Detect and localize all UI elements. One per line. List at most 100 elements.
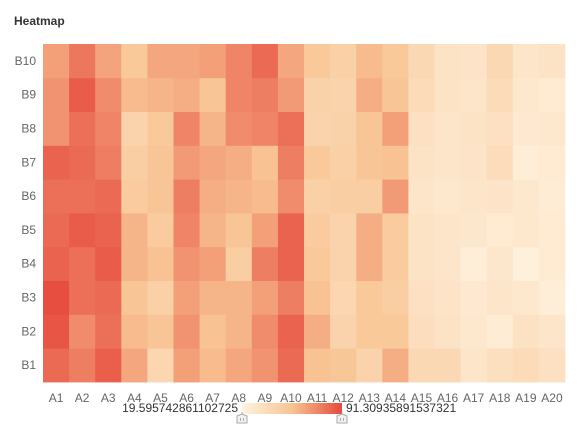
heatmap-cell-A8-B9[interactable] [225, 77, 253, 112]
heatmap-cell-A18-B1[interactable] [486, 348, 514, 383]
heatmap-cell-A17-B7[interactable] [460, 145, 488, 180]
heatmap-cell-A15-B6[interactable] [408, 179, 435, 214]
heatmap-cell-A10-B4[interactable] [277, 246, 305, 281]
heatmap-cell-A9-B2[interactable] [251, 314, 279, 349]
heatmap-cell-A8-B3[interactable] [225, 280, 253, 315]
heatmap-cell-A7-B7[interactable] [199, 145, 227, 180]
heatmap-cell-A20-B4[interactable] [538, 246, 566, 281]
heatmap-cell-A8-B8[interactable] [225, 111, 253, 146]
heatmap-cell-A16-B6[interactable] [434, 179, 462, 214]
heatmap-cell-A7-B5[interactable] [199, 213, 227, 248]
heatmap-cell-A9-B10[interactable] [251, 44, 279, 79]
heatmap-cell-A6-B2[interactable] [173, 314, 201, 349]
heatmap-cell-A16-B8[interactable] [434, 111, 462, 146]
heatmap-cell-A17-B1[interactable] [460, 348, 488, 383]
heatmap-cell-A15-B8[interactable] [408, 111, 435, 146]
heatmap-cell-A17-B5[interactable] [460, 213, 488, 248]
heatmap-cell-A4-B6[interactable] [121, 179, 148, 214]
heatmap-cell-A4-B2[interactable] [121, 314, 148, 349]
heatmap-cell-A8-B10[interactable] [225, 44, 253, 79]
heatmap-cell-A10-B3[interactable] [277, 280, 305, 315]
heatmap-cell-A19-B1[interactable] [512, 348, 540, 383]
heatmap-cell-A3-B4[interactable] [95, 246, 122, 281]
heatmap-cell-A13-B9[interactable] [356, 77, 383, 112]
heatmap-cell-A19-B10[interactable] [512, 44, 540, 79]
heatmap-cell-A7-B6[interactable] [199, 179, 227, 214]
heatmap-cell-A3-B10[interactable] [95, 44, 122, 79]
heatmap-cell-A20-B6[interactable] [538, 179, 566, 214]
heatmap-cell-A4-B9[interactable] [121, 77, 148, 112]
heatmap-cell-A9-B9[interactable] [251, 77, 279, 112]
heatmap-cell-A9-B7[interactable] [251, 145, 279, 180]
heatmap-cell-A8-B7[interactable] [225, 145, 253, 180]
heatmap-cell-A3-B8[interactable] [95, 111, 122, 146]
visual-map-max-handle[interactable] [336, 412, 348, 424]
heatmap-cell-A6-B1[interactable] [173, 348, 201, 383]
heatmap-cell-A18-B4[interactable] [486, 246, 514, 281]
heatmap-cell-A4-B7[interactable] [121, 145, 148, 180]
heatmap-cell-A19-B4[interactable] [512, 246, 540, 281]
heatmap-cell-A12-B3[interactable] [330, 280, 357, 315]
heatmap-cell-A6-B7[interactable] [173, 145, 201, 180]
heatmap-cell-A13-B1[interactable] [356, 348, 383, 383]
heatmap-cell-A14-B1[interactable] [382, 348, 409, 383]
visual-map[interactable]: 19.595742861102725 91.30935891537321 [122, 401, 456, 424]
heatmap-cell-A13-B2[interactable] [356, 314, 383, 349]
heatmap-cell-A3-B9[interactable] [95, 77, 122, 112]
heatmap-cell-A18-B2[interactable] [486, 314, 514, 349]
heatmap-cell-A17-B8[interactable] [460, 111, 488, 146]
heatmap-cell-A14-B6[interactable] [382, 179, 409, 214]
heatmap-cell-A12-B8[interactable] [330, 111, 357, 146]
heatmap-cell-A12-B5[interactable] [330, 213, 357, 248]
heatmap-cell-A20-B9[interactable] [538, 77, 566, 112]
heatmap-cell-A5-B1[interactable] [147, 348, 174, 383]
heatmap-cell-A14-B3[interactable] [382, 280, 409, 315]
heatmap-cell-A11-B8[interactable] [304, 111, 331, 146]
heatmap-cell-A7-B1[interactable] [199, 348, 227, 383]
heatmap-cell-A11-B2[interactable] [304, 314, 331, 349]
heatmap-cell-A19-B7[interactable] [512, 145, 540, 180]
heatmap-cell-A2-B2[interactable] [69, 314, 96, 349]
heatmap-cell-A1-B5[interactable] [43, 213, 70, 248]
heatmap-cell-A18-B3[interactable] [486, 280, 514, 315]
heatmap-cell-A6-B9[interactable] [173, 77, 201, 112]
heatmap-cell-A16-B1[interactable] [434, 348, 462, 383]
heatmap-cell-A9-B1[interactable] [251, 348, 279, 383]
heatmap-cell-A1-B1[interactable] [43, 348, 70, 383]
heatmap-cell-A5-B2[interactable] [147, 314, 174, 349]
heatmap-cell-A1-B8[interactable] [43, 111, 70, 146]
heatmap-cell-A12-B9[interactable] [330, 77, 357, 112]
heatmap-cell-A20-B10[interactable] [538, 44, 566, 79]
heatmap-cell-A14-B4[interactable] [382, 246, 409, 281]
heatmap-cell-A2-B8[interactable] [69, 111, 96, 146]
heatmap-cell-A17-B4[interactable] [460, 246, 488, 281]
heatmap-cell-A5-B6[interactable] [147, 179, 174, 214]
heatmap-cell-A6-B5[interactable] [173, 213, 201, 248]
heatmap-cell-A4-B10[interactable] [121, 44, 148, 79]
heatmap-cell-A20-B1[interactable] [538, 348, 566, 383]
heatmap-cell-A8-B6[interactable] [225, 179, 253, 214]
heatmap-cell-A18-B8[interactable] [486, 111, 514, 146]
heatmap-cell-A12-B10[interactable] [330, 44, 357, 79]
heatmap-cell-A15-B9[interactable] [408, 77, 435, 112]
heatmap-cell-A20-B8[interactable] [538, 111, 566, 146]
heatmap-cell-A19-B3[interactable] [512, 280, 540, 315]
heatmap-cell-A9-B5[interactable] [251, 213, 279, 248]
heatmap-cell-A7-B9[interactable] [199, 77, 227, 112]
heatmap-cell-A12-B2[interactable] [330, 314, 357, 349]
heatmap-cell-A5-B5[interactable] [147, 213, 174, 248]
heatmap-cell-A4-B5[interactable] [121, 213, 148, 248]
heatmap-cell-A8-B2[interactable] [225, 314, 253, 349]
heatmap-cell-A13-B3[interactable] [356, 280, 383, 315]
heatmap-cell-A12-B1[interactable] [330, 348, 357, 383]
heatmap-cell-A14-B9[interactable] [382, 77, 409, 112]
heatmap-cell-A12-B7[interactable] [330, 145, 357, 180]
heatmap-cell-A18-B10[interactable] [486, 44, 514, 79]
heatmap-cell-A3-B1[interactable] [95, 348, 122, 383]
heatmap-cell-A9-B3[interactable] [251, 280, 279, 315]
heatmap-cell-A10-B1[interactable] [277, 348, 305, 383]
heatmap-cell-A14-B10[interactable] [382, 44, 409, 79]
heatmap-cell-A17-B9[interactable] [460, 77, 488, 112]
heatmap-cell-A11-B3[interactable] [304, 280, 331, 315]
heatmap-cell-A10-B8[interactable] [277, 111, 305, 146]
